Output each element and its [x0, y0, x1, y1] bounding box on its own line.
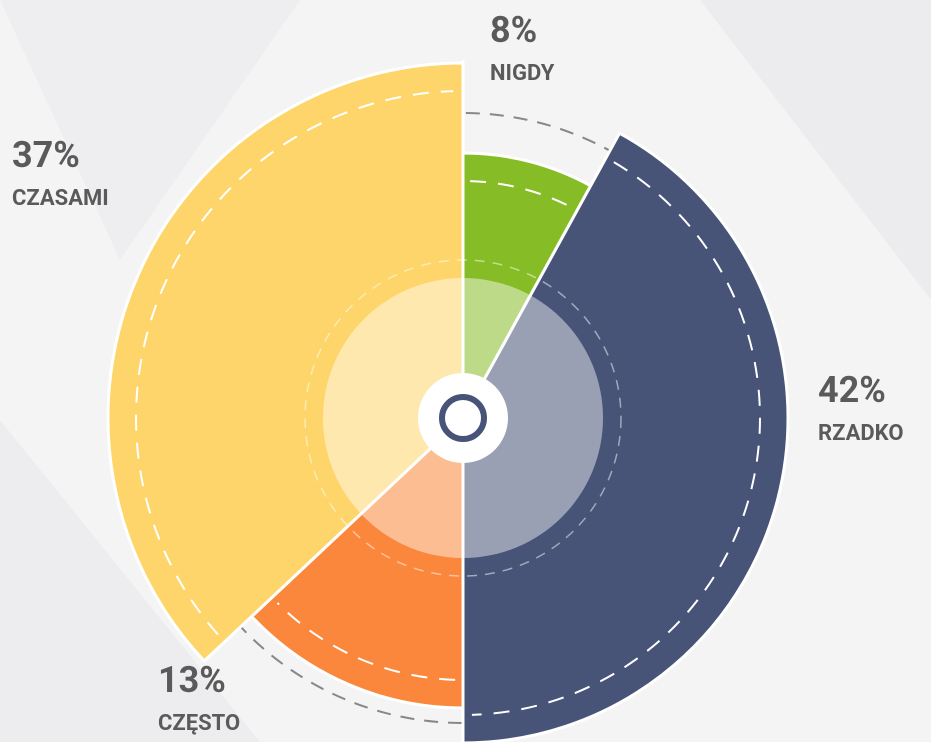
- value-label: 37%: [12, 134, 80, 176]
- inner-dash: [304, 259, 622, 577]
- segment-dash: [135, 90, 454, 636]
- category-label: RZADKO: [818, 421, 904, 446]
- bg-shape: [700, 0, 931, 300]
- category-label: NIGDY: [490, 61, 555, 86]
- pie-segment: [461, 151, 593, 419]
- value-label: 42%: [818, 369, 886, 411]
- pie-segment: [106, 61, 465, 664]
- value-label: 8%: [490, 9, 537, 51]
- category-label: CZASAMI: [12, 186, 109, 211]
- value-label: 13%: [158, 659, 226, 701]
- bg-shape: [0, 420, 260, 742]
- segment-dash: [471, 161, 761, 716]
- bg-shape: [0, 0, 300, 260]
- category-label: CZĘSTO: [158, 711, 240, 736]
- segment-dash: [276, 602, 456, 681]
- pie-segment: [461, 131, 790, 742]
- hub-ring: [439, 394, 487, 442]
- pie-segment: [249, 414, 465, 710]
- segment-dash: [470, 180, 572, 208]
